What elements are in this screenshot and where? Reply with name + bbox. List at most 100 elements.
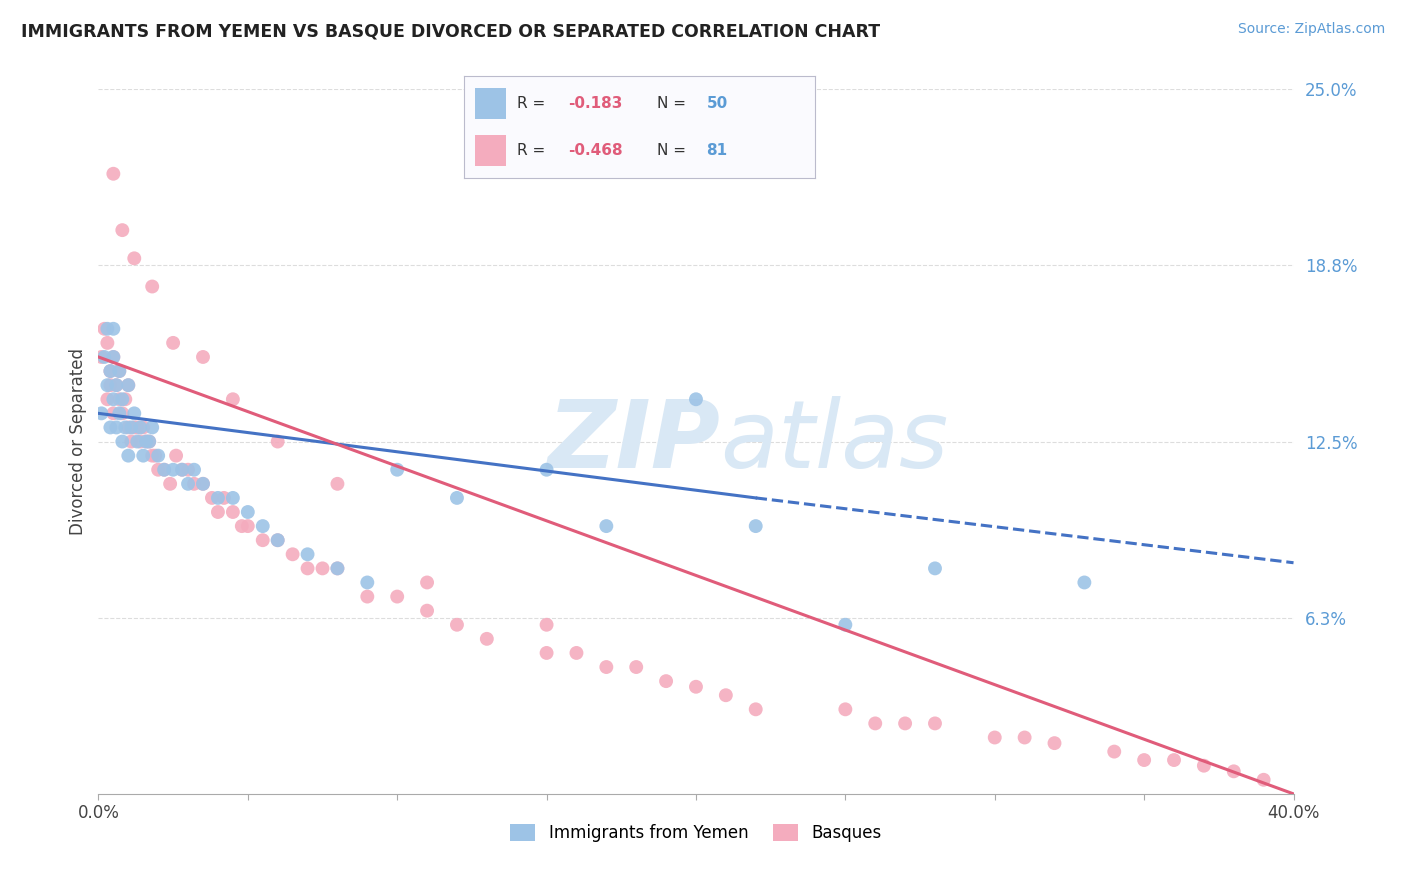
Point	[834, 702, 856, 716]
Point	[191, 350, 214, 364]
Text: atlas: atlas	[720, 396, 948, 487]
Point	[148, 449, 170, 463]
Point	[93, 322, 115, 336]
Point	[103, 350, 125, 364]
Point	[108, 364, 131, 378]
Point	[114, 420, 136, 434]
Point	[536, 463, 558, 477]
Y-axis label: Divorced or Separated: Divorced or Separated	[69, 348, 87, 535]
Point	[159, 476, 181, 491]
Point	[153, 463, 176, 477]
Point	[108, 406, 131, 420]
Point	[924, 716, 946, 731]
Text: -0.183: -0.183	[568, 96, 621, 111]
Point	[281, 547, 304, 561]
Point	[117, 378, 139, 392]
Point	[626, 660, 648, 674]
Point	[127, 420, 149, 434]
Point	[172, 463, 194, 477]
Point	[111, 392, 134, 407]
Point	[141, 279, 163, 293]
Point	[177, 476, 200, 491]
Text: 81: 81	[707, 144, 728, 158]
Point	[120, 420, 142, 434]
Point	[475, 632, 498, 646]
Point	[111, 223, 134, 237]
Point	[236, 505, 259, 519]
Point	[132, 420, 155, 434]
Point	[446, 617, 468, 632]
Bar	[475, 136, 506, 166]
Point	[183, 476, 205, 491]
Point	[141, 449, 163, 463]
Point	[1014, 731, 1036, 745]
Point	[96, 322, 118, 336]
Point	[984, 731, 1007, 745]
Point	[153, 463, 176, 477]
Point	[165, 449, 187, 463]
Point	[129, 420, 152, 434]
Point	[117, 378, 139, 392]
Point	[124, 420, 146, 434]
Point	[124, 252, 146, 266]
Point	[93, 350, 115, 364]
Point	[96, 335, 118, 350]
Point	[894, 716, 917, 731]
Point	[834, 617, 856, 632]
Point	[685, 392, 707, 407]
Point	[297, 561, 319, 575]
Point	[222, 491, 245, 505]
Point	[98, 364, 122, 378]
Point	[236, 519, 259, 533]
Point	[191, 476, 214, 491]
Point	[201, 491, 224, 505]
Point	[90, 406, 112, 420]
Point	[177, 463, 200, 477]
Point	[117, 420, 139, 434]
Point	[865, 716, 887, 731]
Point	[595, 519, 617, 533]
Point	[105, 420, 128, 434]
Point	[103, 350, 125, 364]
Point	[1163, 753, 1185, 767]
Point	[356, 590, 378, 604]
Bar	[475, 88, 506, 119]
Point	[536, 617, 558, 632]
Point	[132, 449, 155, 463]
Legend: Immigrants from Yemen, Basques: Immigrants from Yemen, Basques	[503, 817, 889, 849]
Point	[162, 463, 184, 477]
Point	[231, 519, 253, 533]
Point	[267, 533, 290, 548]
Point	[103, 322, 125, 336]
Point	[565, 646, 588, 660]
Point	[138, 434, 160, 449]
Point	[105, 378, 128, 392]
Point	[212, 491, 235, 505]
Point	[183, 463, 205, 477]
Text: N =: N =	[658, 144, 692, 158]
Point	[1043, 736, 1066, 750]
Point	[416, 604, 439, 618]
Point	[96, 378, 118, 392]
Point	[714, 688, 737, 702]
Point	[191, 476, 214, 491]
Text: R =: R =	[517, 96, 550, 111]
Point	[172, 463, 194, 477]
Point	[326, 561, 349, 575]
Text: ZIP: ZIP	[547, 395, 720, 488]
Point	[252, 519, 274, 533]
Point	[252, 533, 274, 548]
Text: -0.468: -0.468	[568, 144, 623, 158]
Text: R =: R =	[517, 144, 550, 158]
Point	[207, 505, 229, 519]
Point	[385, 463, 409, 477]
Point	[1104, 745, 1126, 759]
Point	[1192, 758, 1215, 772]
Point	[222, 392, 245, 407]
Text: N =: N =	[658, 96, 692, 111]
Point	[162, 335, 184, 350]
Point	[138, 434, 160, 449]
Point	[267, 434, 290, 449]
Point	[114, 392, 136, 407]
Point	[207, 491, 229, 505]
